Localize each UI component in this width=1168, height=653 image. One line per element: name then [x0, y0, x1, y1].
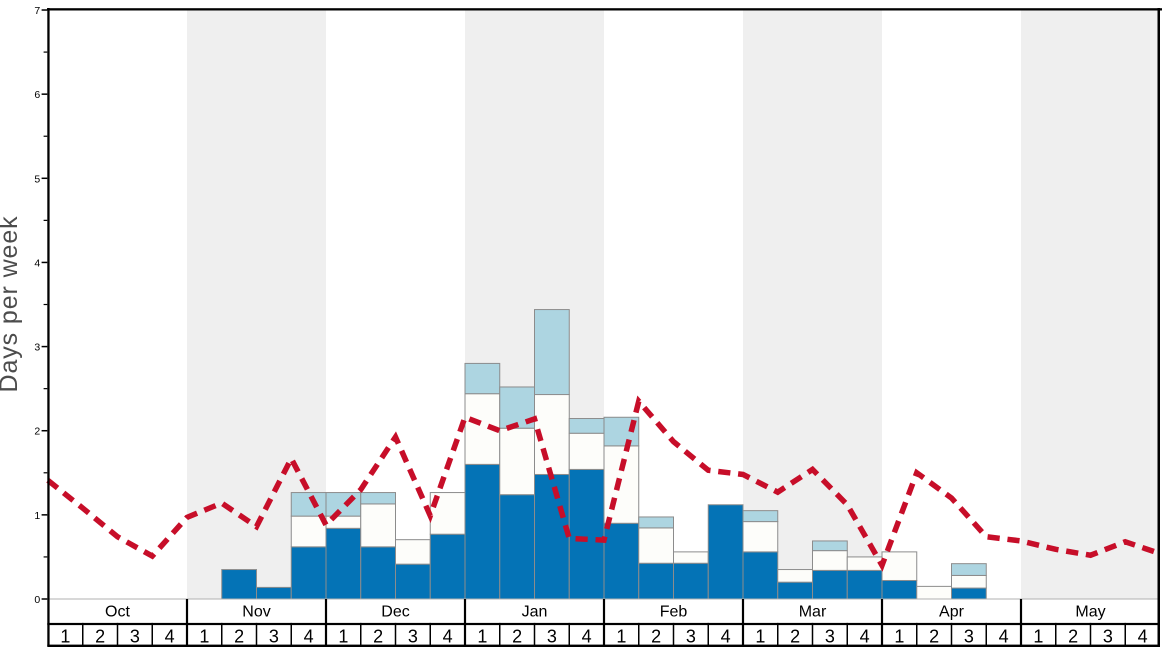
svg-text:4: 4	[582, 626, 592, 646]
svg-text:5: 5	[34, 173, 40, 185]
svg-text:0: 0	[34, 594, 40, 606]
svg-text:Jan: Jan	[522, 603, 548, 620]
svg-text:6: 6	[34, 89, 40, 101]
svg-text:4: 4	[443, 626, 453, 646]
svg-text:Nov: Nov	[242, 603, 270, 620]
svg-text:4: 4	[999, 626, 1009, 646]
svg-text:4: 4	[860, 626, 870, 646]
svg-text:3: 3	[825, 626, 835, 646]
svg-text:1: 1	[894, 626, 904, 646]
svg-text:2: 2	[234, 626, 244, 646]
svg-text:2: 2	[651, 626, 661, 646]
svg-text:1: 1	[338, 626, 348, 646]
svg-text:Days per week: Days per week	[0, 215, 23, 392]
svg-text:1: 1	[60, 626, 70, 646]
svg-text:3: 3	[964, 626, 974, 646]
svg-text:3: 3	[34, 342, 40, 354]
svg-text:Oct: Oct	[105, 603, 130, 620]
svg-text:1: 1	[477, 626, 487, 646]
svg-text:2: 2	[512, 626, 522, 646]
svg-text:1: 1	[34, 510, 40, 522]
svg-text:4: 4	[1138, 626, 1148, 646]
svg-text:Apr: Apr	[939, 603, 965, 620]
svg-text:2: 2	[790, 626, 800, 646]
svg-text:1: 1	[755, 626, 765, 646]
svg-text:3: 3	[130, 626, 140, 646]
svg-text:1: 1	[1033, 626, 1043, 646]
svg-text:May: May	[1075, 603, 1105, 620]
svg-text:4: 4	[34, 257, 40, 269]
svg-text:2: 2	[929, 626, 939, 646]
svg-text:Feb: Feb	[660, 603, 688, 620]
svg-text:3: 3	[686, 626, 696, 646]
svg-text:Dec: Dec	[381, 603, 409, 620]
svg-text:2: 2	[95, 626, 105, 646]
svg-text:2: 2	[1068, 626, 1078, 646]
svg-text:2: 2	[34, 426, 40, 438]
svg-text:4: 4	[721, 626, 731, 646]
svg-text:3: 3	[547, 626, 557, 646]
svg-text:4: 4	[304, 626, 314, 646]
svg-text:7: 7	[34, 5, 40, 17]
svg-text:3: 3	[269, 626, 279, 646]
svg-text:1: 1	[616, 626, 626, 646]
svg-text:1: 1	[199, 626, 209, 646]
svg-text:2: 2	[373, 626, 383, 646]
svg-text:3: 3	[1103, 626, 1113, 646]
svg-text:3: 3	[408, 626, 418, 646]
svg-text:Mar: Mar	[799, 603, 827, 620]
svg-text:4: 4	[165, 626, 175, 646]
